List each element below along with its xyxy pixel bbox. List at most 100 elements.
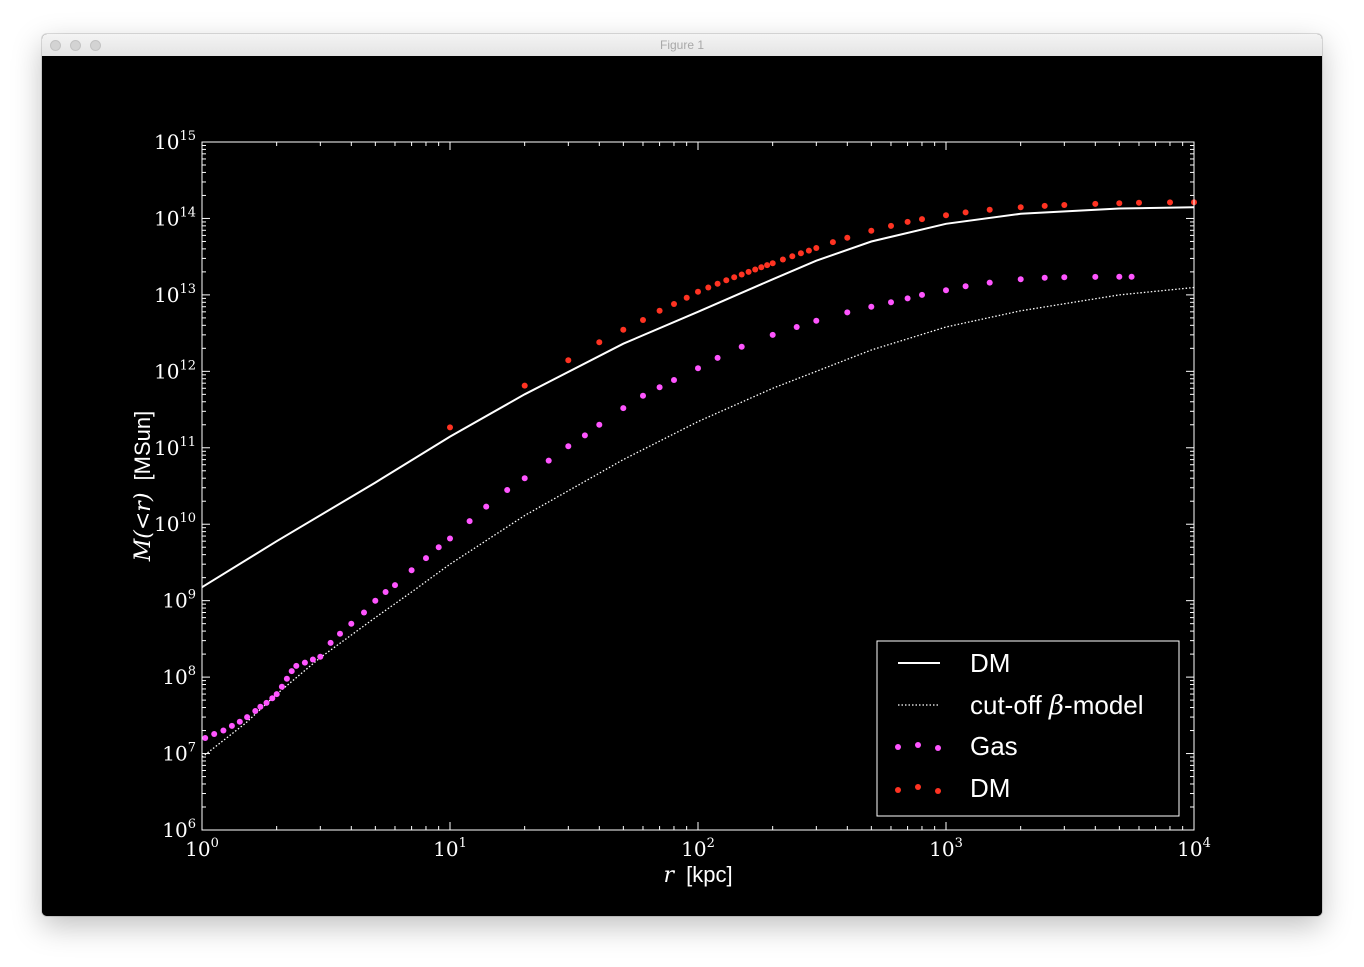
data-point-gas [640, 392, 646, 399]
legend: DM cut-off β-model Gas DM [876, 640, 1180, 817]
data-point-gas [301, 659, 308, 666]
data-point-gas [236, 718, 243, 725]
data-point-dm [829, 239, 836, 246]
data-point-gas [813, 317, 820, 324]
legend-beta-prefix: cut-off [970, 690, 1049, 720]
x-tick-exponent: 0 [211, 836, 219, 851]
legend-label-gas: Gas [970, 731, 1018, 761]
y-tick-label: 1014 [154, 205, 196, 230]
data-point-gas [435, 544, 442, 551]
y-tick-exponent: 10 [179, 511, 196, 526]
data-point-gas [278, 683, 285, 690]
data-point-gas [202, 735, 209, 741]
data-point-gas [671, 377, 677, 383]
y-tick-exponent: 7 [188, 741, 196, 756]
close-window-button[interactable] [50, 40, 61, 51]
data-point-gas [317, 653, 324, 660]
data-point-dm [1092, 200, 1099, 207]
y-tick-exponent: 11 [179, 435, 196, 450]
data-point-gas [327, 639, 334, 646]
data-point-dm [986, 206, 993, 213]
data-point-gas [228, 722, 235, 729]
y-tick-base: 10 [154, 206, 179, 230]
series-line-1 [201, 286, 1195, 758]
figure-window: Figure 1 100 101 102 103 104 106 107 108 109 1010… [42, 34, 1322, 916]
data-point-dm [943, 212, 949, 219]
data-point-dm [745, 268, 752, 275]
data-point-dm [671, 301, 677, 307]
data-point-dm [779, 256, 786, 263]
data-point-dm [752, 266, 759, 273]
data-point-gas [695, 365, 701, 372]
x-axis-var: r [663, 863, 675, 888]
legend-marker-dm-points [895, 787, 901, 793]
data-point-dm [656, 307, 663, 314]
data-point-dm [521, 382, 528, 389]
data-point-gas [504, 487, 511, 493]
minimize-window-button[interactable] [70, 40, 81, 51]
data-point-dm [962, 209, 969, 216]
x-tick-base: 10 [433, 837, 458, 861]
data-point-dm [1167, 199, 1173, 206]
y-tick-label: 106 [162, 817, 196, 842]
y-tick-base: 10 [162, 665, 187, 689]
data-point-dm [723, 277, 730, 284]
data-point-dm [1041, 202, 1048, 209]
x-tick-exponent: 2 [707, 836, 715, 851]
y-tick-base: 10 [154, 283, 179, 307]
data-point-dm [565, 357, 572, 364]
title-bar[interactable]: Figure 1 [42, 34, 1322, 57]
data-point-gas [769, 331, 776, 338]
data-point-gas [714, 354, 721, 361]
data-point-gas [309, 656, 316, 663]
y-tick-exponent: 8 [188, 664, 196, 679]
data-point-gas [263, 699, 270, 706]
data-point-gas [581, 432, 588, 439]
data-point-gas [1116, 273, 1123, 280]
y-tick-exponent: 14 [179, 205, 196, 220]
x-tick-label: 104 [1177, 836, 1211, 861]
data-point-gas [423, 555, 429, 562]
x-tick-label: 101 [433, 836, 467, 861]
y-tick-base: 10 [154, 359, 179, 383]
legend-marker-gas [935, 745, 941, 751]
data-point-dm [447, 424, 453, 431]
data-point-gas [1041, 274, 1048, 281]
zoom-window-button[interactable] [90, 40, 101, 51]
x-tick-label: 102 [681, 836, 715, 861]
legend-marker-dm-points [915, 784, 921, 790]
data-point-dm [1116, 200, 1123, 207]
data-point-gas [348, 620, 355, 627]
y-tick-label: 109 [162, 588, 196, 613]
x-axis-label: r [kpc] [663, 862, 732, 888]
y-tick-base: 10 [162, 589, 187, 613]
data-point-gas [962, 283, 969, 290]
data-point-gas [844, 309, 851, 316]
data-point-gas [269, 695, 276, 702]
x-tick-base: 10 [1177, 837, 1202, 861]
data-point-gas [293, 662, 300, 669]
legend-label-dm-points: DM [970, 773, 1010, 803]
x-tick-exponent: 1 [459, 836, 467, 851]
legend-frame [876, 640, 1180, 817]
data-point-gas [372, 597, 379, 604]
legend-beta-suffix: -model [1064, 690, 1143, 720]
y-tick-base: 10 [154, 512, 179, 536]
data-point-gas [545, 457, 552, 464]
series-line-0 [201, 206, 1195, 589]
y-tick-base: 10 [154, 130, 179, 154]
y-tick-exponent: 13 [179, 282, 196, 297]
y-tick-label: 1015 [154, 129, 196, 154]
y-axis-unit: [MSun] [130, 411, 155, 481]
y-tick-label: 107 [162, 741, 196, 766]
data-point-dm [1061, 202, 1068, 208]
legend-marker-dm-points [935, 788, 941, 794]
y-tick-label: 108 [162, 664, 196, 689]
y-tick-exponent: 15 [179, 129, 196, 144]
data-point-gas [337, 630, 343, 637]
data-point-gas [888, 299, 894, 306]
y-tick-label: 1012 [154, 358, 196, 383]
x-tick-base: 10 [185, 837, 210, 861]
data-point-gas [252, 708, 259, 714]
chart: 100 101 102 103 1041061071081091010101110121… [130, 129, 1211, 888]
